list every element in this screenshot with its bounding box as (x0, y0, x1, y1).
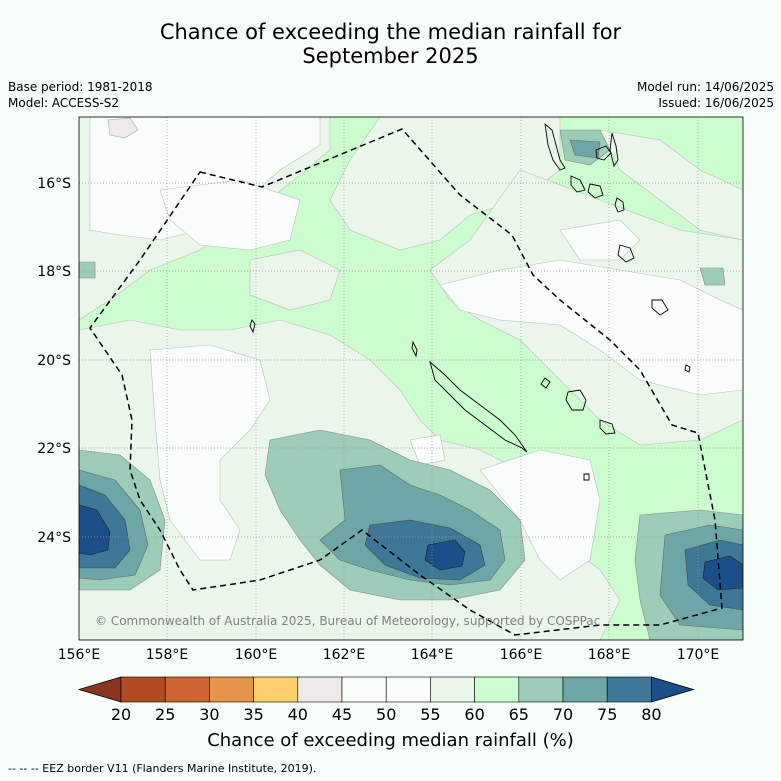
colorbar-swatch (253, 676, 299, 703)
colorbar-swatch (297, 676, 343, 703)
new-caledonia-coast (429, 360, 528, 453)
coastlines (249, 122, 691, 481)
map-panel (79, 117, 743, 640)
model-label: Model: ACCESS-S2 (8, 96, 120, 110)
lon-label: 156°E (58, 647, 101, 663)
colorbar-tick-label: 55 (420, 705, 440, 724)
shade-50-55 (89, 117, 743, 581)
vanuatu-coast-1 (544, 122, 566, 171)
colorbar-tick-label: 50 (376, 705, 396, 724)
colorbar-tick-label: 45 (332, 705, 352, 724)
lat-label: 22°S (37, 441, 71, 457)
colorbar-tick-label: 65 (509, 705, 529, 724)
colorbar-swatch (385, 676, 431, 703)
lon-label: 160°E (235, 647, 278, 663)
lon-labels: 156°E 158°E 160°E 162°E 164°E 166°E 168°… (58, 647, 720, 663)
colorbar-swatch (209, 676, 254, 703)
model-run-label: Model run: 14/06/2025 (636, 80, 774, 94)
colorbar-tick-label: 70 (553, 705, 573, 724)
lon-label: 158°E (146, 647, 189, 663)
base-period-label: Base period: 1981-2018 (8, 80, 153, 94)
lat-label: 20°S (37, 353, 71, 369)
title-line-2: September 2025 (302, 44, 479, 68)
lon-label: 162°E (323, 647, 366, 663)
colorbar-swatch (120, 676, 166, 703)
lat-label: 16°S (37, 176, 71, 192)
title-line-1: Chance of exceeding the median rainfall … (159, 20, 622, 44)
colorbar-swatch (474, 676, 520, 703)
lon-label: 170°E (677, 647, 720, 663)
colorbar-tick-label: 75 (597, 705, 617, 724)
meta-right: Model run: 14/06/2025 Issued: 16/06/2025 (637, 79, 774, 111)
shade-over-80 (79, 504, 743, 591)
colorbar-tick-label: 25 (155, 705, 175, 724)
colorbar-swatch (518, 676, 564, 703)
colorbar-tick-label: 30 (199, 705, 219, 724)
copyright-watermark: © Commonwealth of Australia 2025, Bureau… (95, 614, 601, 628)
map-border (78, 116, 744, 641)
colorbar-tick-label: 60 (464, 705, 484, 724)
colorbar-tick-label: 35 (243, 705, 263, 724)
lon-label: 166°E (500, 647, 543, 663)
eez-footnote: -- -- -- EEZ border V11 (Flanders Marine… (8, 762, 317, 775)
colorbar-title: Chance of exceeding median rainfall (%) (207, 730, 574, 751)
shade-40-45 (107, 117, 139, 139)
colorbar-under-arrow (77, 676, 122, 703)
colorbar-swatch (341, 676, 387, 703)
lat-labels: 16°S 18°S 20°S 22°S 24°S (37, 176, 71, 546)
colorbar-tick-label: 80 (641, 705, 661, 724)
lat-label: 18°S (37, 264, 71, 280)
lon-label: 164°E (411, 647, 454, 663)
colorbar-tick-label: 40 (288, 705, 308, 724)
colorbar-swatch (430, 676, 475, 703)
issued-label: Issued: 16/06/2025 (658, 96, 774, 110)
map-title: Chance of exceeding the median rainfall … (0, 20, 781, 68)
colorbar-swatch (562, 676, 608, 703)
meta-left: Base period: 1981-2018 Model: ACCESS-S2 (8, 79, 153, 111)
colorbar-over-arrow (651, 676, 695, 703)
eez-border (89, 128, 723, 636)
gridlines (79, 117, 743, 640)
colorbar-swatch (164, 676, 210, 703)
lat-label: 24°S (37, 530, 71, 546)
lon-label: 168°E (588, 647, 631, 663)
colorbar: 20 25 30 35 40 45 50 55 60 65 70 75 80 (77, 676, 695, 724)
colorbar-tick-label: 20 (111, 705, 131, 724)
colorbar-swatch (606, 676, 652, 703)
